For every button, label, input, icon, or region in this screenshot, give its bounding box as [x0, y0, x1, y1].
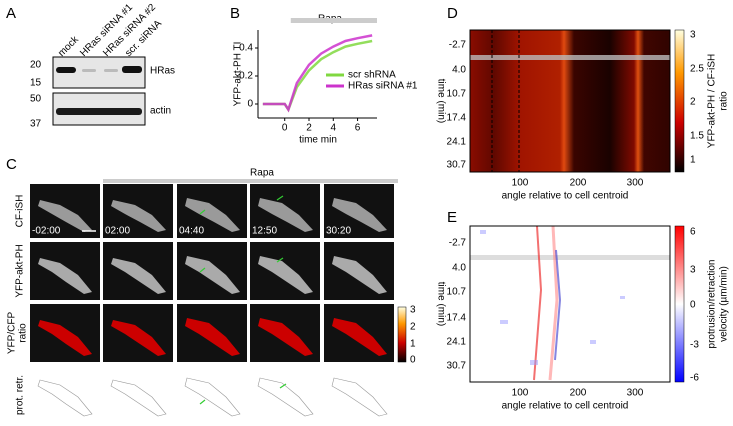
colorbar-tick: -3	[690, 340, 699, 351]
marker: 37	[30, 119, 42, 130]
treatment-bar	[290, 18, 377, 23]
lane-label: mock	[56, 34, 81, 59]
panel-label: D	[447, 5, 458, 22]
band-label: actin	[150, 106, 171, 117]
x-tick-label: 100	[512, 388, 529, 399]
panel-label: B	[230, 5, 240, 22]
legend-entry: HRas siRNA #1	[348, 81, 418, 92]
colorbar-tick: 6	[690, 227, 696, 238]
time-label: 12:50	[252, 226, 277, 237]
x-tick-label: 2	[306, 123, 312, 134]
e-labels: -2.7 4.0 10.7 17.4 24.1 30.7 100 200 300…	[435, 227, 729, 412]
x-tick-label: 4	[331, 123, 337, 134]
y-tick-label: 4.0	[452, 65, 466, 76]
colorbar	[674, 225, 685, 383]
colorbar-tick: 1	[410, 339, 416, 350]
band	[122, 66, 142, 73]
colorbar-tick: 1	[690, 155, 696, 166]
y-tick-label: 24.1	[447, 337, 467, 348]
y-tick-label: 0.4	[239, 43, 253, 54]
micrographs	[30, 184, 394, 417]
band	[56, 67, 76, 73]
band	[104, 69, 118, 72]
colorbar-tick: 2	[410, 322, 416, 333]
y-axis-label: YFP-akt-PH TI	[233, 42, 244, 107]
band-label: HRas	[150, 66, 175, 77]
heatmap	[469, 225, 671, 383]
y-tick-label: 0	[247, 99, 253, 110]
x-tick-label: 300	[627, 388, 644, 399]
colorbar	[674, 29, 685, 173]
y-tick-label: 30.7	[447, 361, 467, 372]
y-tick-label: 0.2	[239, 71, 253, 82]
y-tick-label: 17.4	[447, 313, 467, 324]
time-label: 30:20	[326, 226, 351, 237]
row-label: prot. retr.	[15, 375, 26, 415]
x-axis-label: angle relative to cell centroid	[502, 401, 629, 412]
colorbar-tick: 2.5	[690, 64, 704, 75]
band	[56, 108, 142, 115]
y-tick-label: 10.7	[447, 287, 467, 298]
colorbar-tick: 0	[690, 300, 696, 311]
colorbar-tick: 3	[410, 305, 416, 316]
marker: 15	[30, 78, 42, 89]
row-label: YFP/CFP	[7, 312, 18, 355]
colorbar-tick: 3	[690, 30, 696, 41]
row-label: CF-iSH	[15, 195, 26, 228]
colorbar-tick: -6	[690, 373, 699, 384]
colorbar-label: protrusion/retraction	[707, 260, 718, 349]
x-axis-label: angle relative to cell centroid	[502, 191, 629, 202]
band	[82, 69, 96, 72]
colorbar-label: ratio	[719, 91, 730, 111]
row-label: ratio	[18, 323, 29, 343]
x-axis-label: time min	[299, 135, 337, 146]
lane-labels: mock HRas siRNA #1 HRas siRNA #2 scr. si…	[56, 2, 164, 59]
panel-label: E	[447, 209, 457, 226]
y-axis-label: time (min)	[435, 79, 446, 123]
time-label: 04:40	[179, 226, 204, 237]
x-tick-label: 6	[355, 123, 361, 134]
x-tick-label: 0	[282, 123, 288, 134]
panel-label: C	[6, 156, 17, 173]
treatment-label: Rapa	[250, 168, 274, 179]
colorbar-tick: 2	[690, 97, 696, 108]
x-tick-label: 100	[512, 178, 529, 189]
colorbar-label: velocity (µm/min)	[719, 266, 730, 342]
y-tick-label: -2.7	[449, 40, 467, 51]
x-tick-label: 200	[570, 388, 587, 399]
y-tick-label: 4.0	[452, 263, 466, 274]
y-tick-label: 10.7	[447, 89, 467, 100]
d-labels: -2.7 4.0 10.7 17.4 24.1 30.7 100 200 300…	[435, 30, 729, 202]
time-label: -02:00	[32, 226, 61, 237]
marker: 20	[30, 60, 42, 71]
row-label: YFP-akt-PH	[15, 244, 26, 297]
colorbar-tick: 1.5	[690, 131, 704, 142]
colorbar-label: YFP-akt-PH / CF-iSH	[707, 54, 718, 148]
time-label: 02:00	[105, 226, 130, 237]
y-tick-label: 30.7	[447, 160, 467, 171]
y-axis-label: time (min)	[435, 282, 446, 326]
x-tick-label: 200	[570, 178, 587, 189]
treatment-bar	[103, 179, 398, 183]
legend-entry: scr shRNA	[348, 70, 396, 81]
marker: 50	[30, 94, 42, 105]
panel-label: A	[6, 5, 16, 22]
x-tick-label: 300	[627, 178, 644, 189]
colorbar-tick: 0	[410, 355, 416, 366]
colorbar	[397, 306, 407, 363]
colorbar-tick: 3	[690, 265, 696, 276]
y-tick-label: -2.7	[449, 238, 467, 249]
heatmap	[469, 29, 671, 173]
line-chart: B Rapa YFP-akt-PH TI time min scr shRNA …	[230, 5, 418, 146]
y-tick-label: 24.1	[447, 137, 467, 148]
y-tick-label: 17.4	[447, 113, 467, 124]
series-line	[262, 34, 373, 113]
